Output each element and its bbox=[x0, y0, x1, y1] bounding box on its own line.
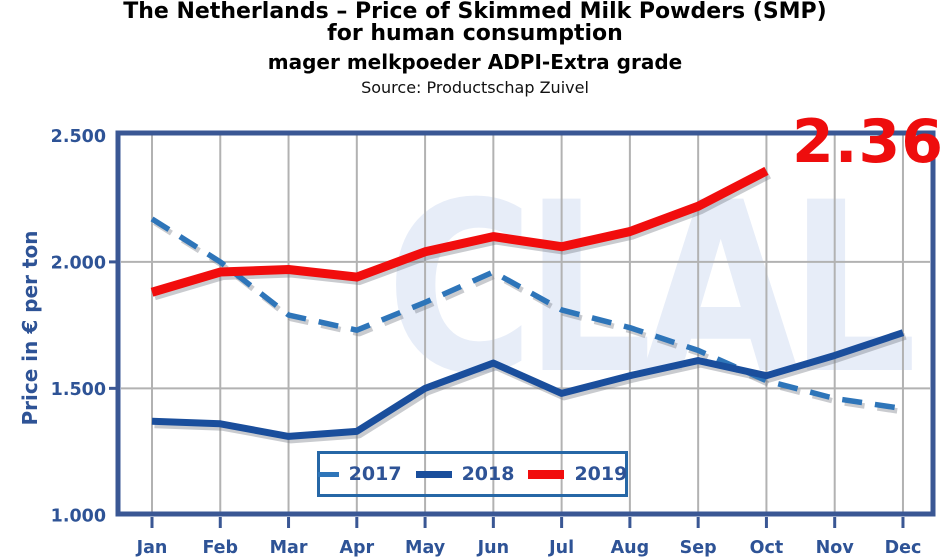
legend-item-2018: 2018 bbox=[415, 463, 515, 485]
x-tick-label-nov: Nov bbox=[816, 538, 855, 558]
legend-label-2018: 2018 bbox=[461, 463, 515, 485]
legend-item-2017: 2017 bbox=[317, 463, 402, 485]
legend-item-2019: 2019 bbox=[528, 463, 627, 485]
y-tick-label: 2.500 bbox=[51, 127, 106, 147]
chart-source: Source: Productschap Zuivel bbox=[361, 78, 589, 97]
series-line-2019 bbox=[150, 166, 769, 297]
y-tick-label: 1.500 bbox=[51, 380, 106, 400]
legend-label-2019: 2019 bbox=[574, 463, 628, 485]
y-axis-title: Price in € per ton bbox=[18, 230, 42, 426]
y-tick-label: 1.000 bbox=[51, 506, 106, 526]
x-tick-label-jan: Jan bbox=[136, 538, 168, 558]
x-tick-label-mar: Mar bbox=[270, 538, 308, 558]
x-tick-label-feb: Feb bbox=[202, 538, 238, 558]
chart-subtitle: mager melkpoeder ADPI-Extra grade bbox=[267, 50, 683, 74]
legend-swatch-2018-solid-line bbox=[415, 470, 452, 478]
series-shadow-2019 bbox=[153, 170, 772, 301]
x-tick-label-jun: Jun bbox=[477, 538, 509, 558]
x-tick-label-aug: Aug bbox=[611, 538, 650, 558]
x-tick-label-jul: Jul bbox=[548, 538, 574, 558]
chart-title-line1: The Netherlands – Price of Skimmed Milk … bbox=[123, 0, 827, 24]
chart-title-line2: for human consumption bbox=[327, 21, 623, 46]
x-tick-label-apr: Apr bbox=[339, 538, 374, 558]
series-line-2018 bbox=[151, 329, 905, 440]
x-tick-label-dec: Dec bbox=[885, 538, 922, 558]
legend: 2017 2018 2019 bbox=[317, 451, 628, 497]
plot-frame bbox=[115, 130, 936, 517]
legend-swatch-2017-dashed-line bbox=[317, 471, 339, 477]
latest-value-annotation: 2.36 bbox=[791, 107, 944, 177]
x-tick-label-sep: Sep bbox=[680, 538, 717, 558]
legend-label-2017: 2017 bbox=[348, 463, 402, 485]
y-tick-label: 2.000 bbox=[51, 253, 106, 273]
x-tick-label-oct: Oct bbox=[750, 538, 784, 558]
chart-header: The Netherlands – Price of Skimmed Milk … bbox=[0, 0, 950, 97]
x-tick-label-may: May bbox=[405, 538, 446, 558]
legend-swatch-2019-thick-line bbox=[528, 469, 565, 479]
